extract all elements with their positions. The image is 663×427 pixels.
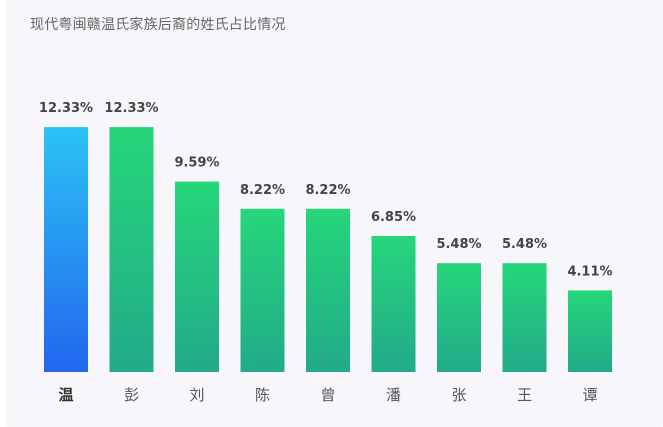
- category-label: 张: [451, 386, 466, 404]
- bar-3: [175, 181, 219, 372]
- category-label: 潘: [386, 386, 401, 404]
- category-label: 谭: [582, 386, 597, 404]
- bar-7: [437, 263, 481, 372]
- bar-value-label: 6.85%: [371, 210, 416, 225]
- bar-value-label: 8.22%: [305, 183, 350, 198]
- chart-title: 现代粤闽赣温氏家族后裔的姓氏占比情况: [30, 17, 286, 33]
- bar-5: [306, 208, 350, 372]
- bar-value-label: 4.11%: [567, 264, 612, 279]
- bar-value-label: 5.48%: [436, 237, 481, 252]
- category-label: 曾: [320, 386, 335, 404]
- bar-4: [240, 208, 285, 372]
- category-label: 陈: [255, 386, 270, 404]
- bar-value-label: 9.59%: [174, 156, 219, 171]
- category-label: 王: [517, 386, 532, 404]
- category-label: 温: [58, 386, 73, 404]
- bar-6: [371, 236, 416, 372]
- bar-8: [502, 263, 547, 372]
- bar-9: [568, 290, 612, 372]
- bar-2: [109, 127, 154, 372]
- bars-group: 12.33% 温 12.33% 彭 9.59% 刘 8.22% 陈 8.22% 曾 6.85% 潘 5.…: [39, 101, 613, 404]
- bar-value-label: 8.22%: [240, 183, 285, 198]
- bar-1: [44, 127, 88, 372]
- bar-value-label: 5.48%: [502, 237, 547, 252]
- bar-value-label: 12.33%: [39, 101, 93, 116]
- bar-value-label: 12.33%: [104, 101, 158, 116]
- category-label: 刘: [189, 386, 204, 404]
- category-label: 彭: [124, 386, 139, 404]
